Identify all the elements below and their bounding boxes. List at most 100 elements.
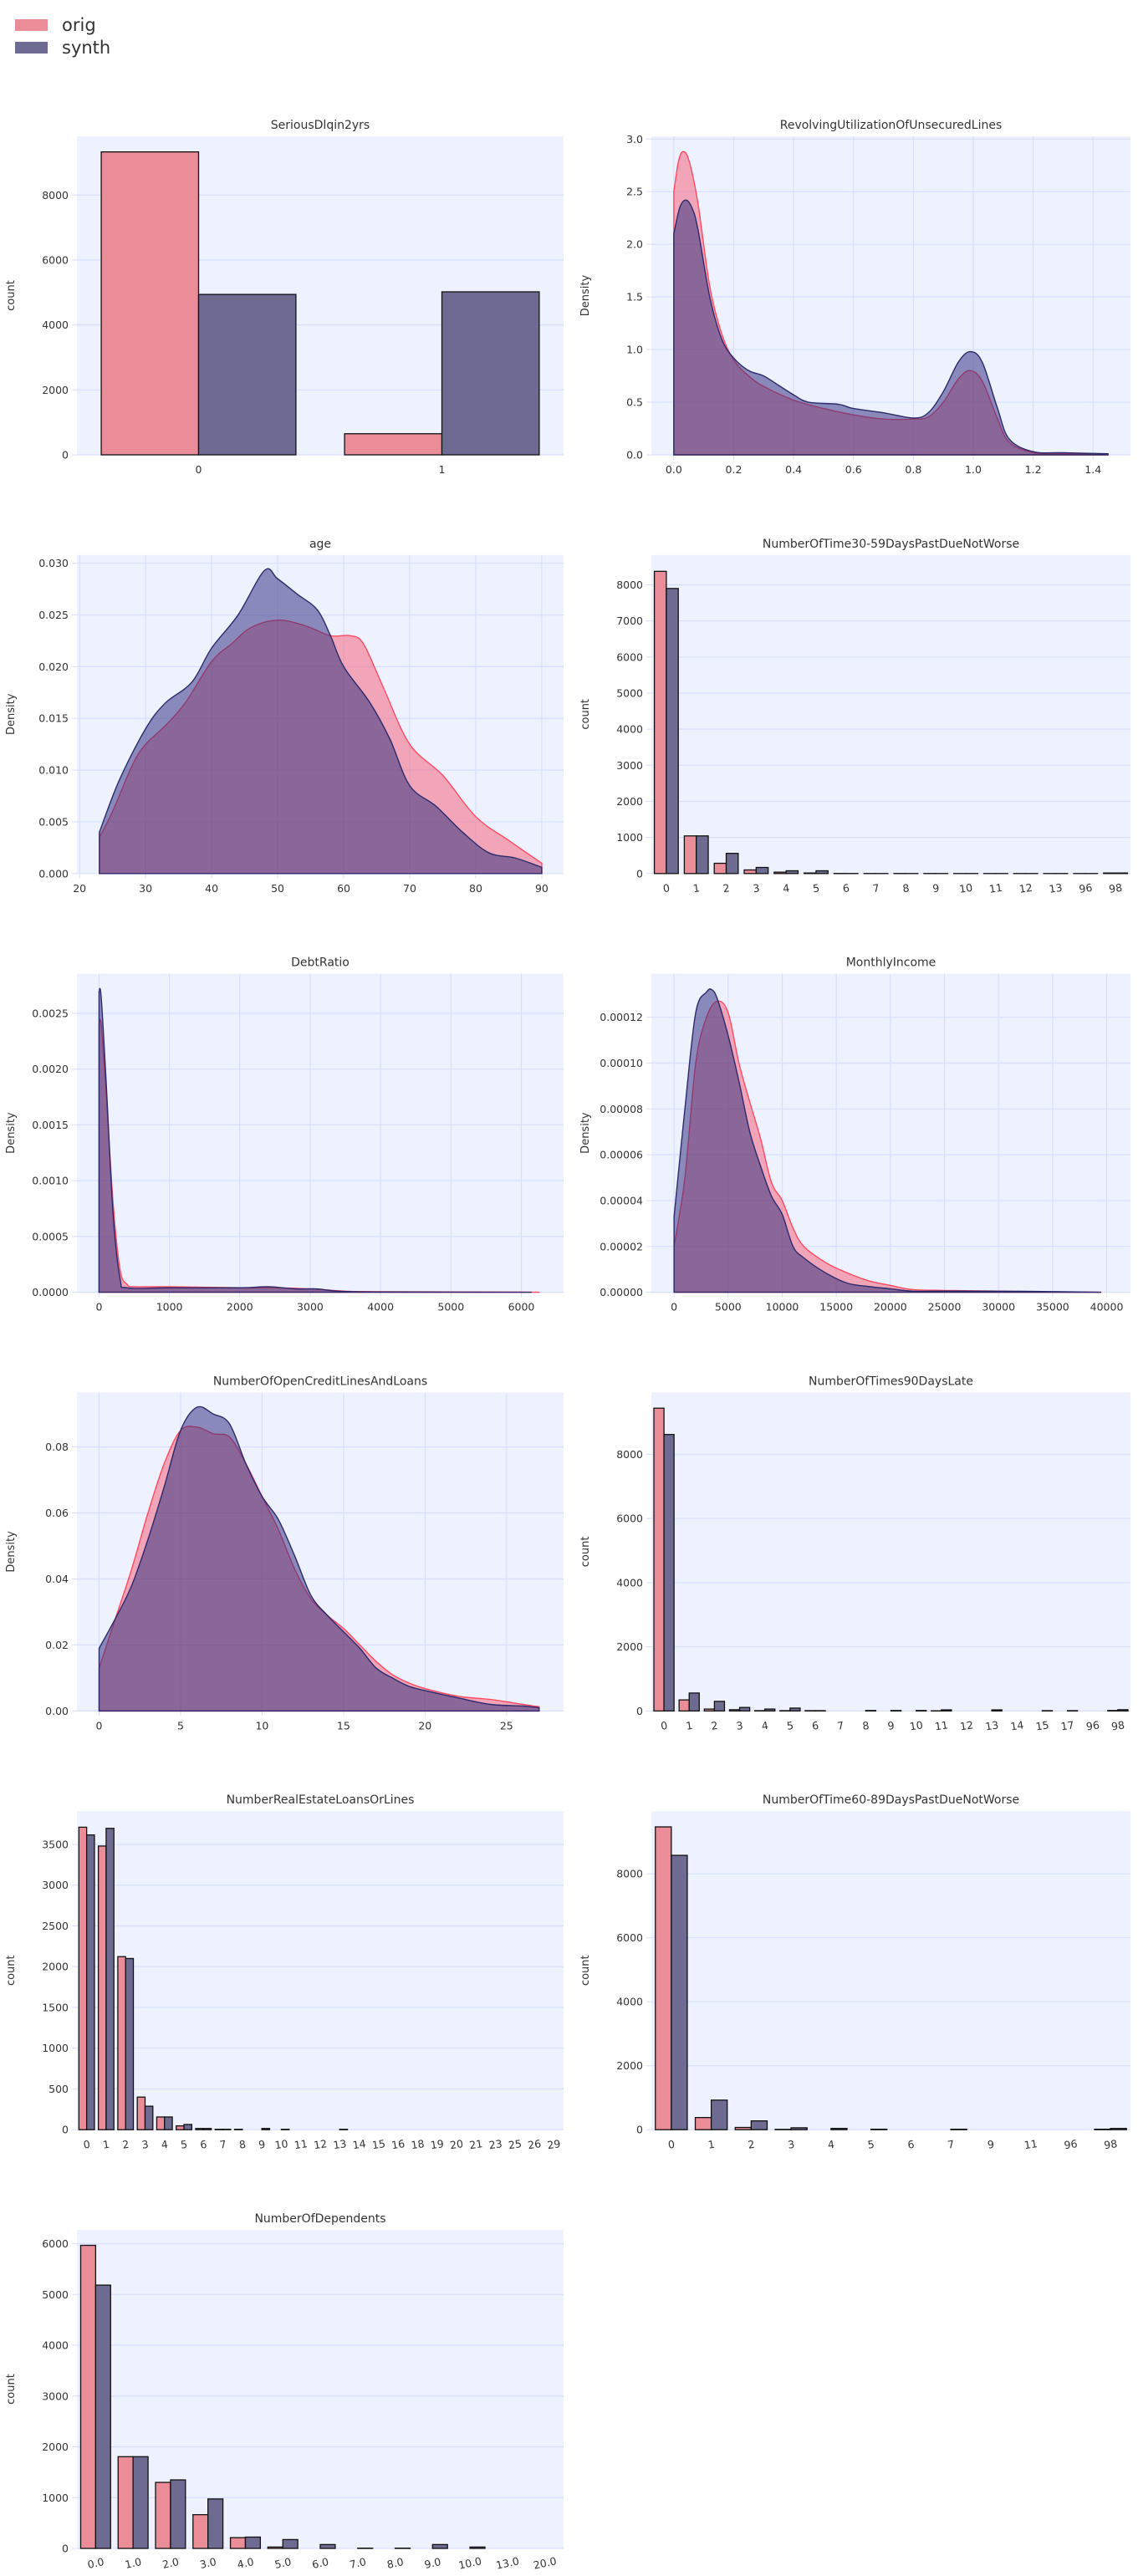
bar-synth-4 — [785, 870, 799, 875]
bar-synth-4 — [164, 2116, 173, 2130]
y-tick-label: 0.030 — [38, 557, 69, 569]
y-axis-label: count — [5, 2374, 18, 2405]
legend-swatch-synth — [15, 41, 48, 54]
chart-title: NumberOfTime60-89DaysPastDueNotWorse — [763, 1793, 1019, 1807]
x-tick-label: 1.2 — [1025, 463, 1042, 476]
x-tick-label: 26 — [527, 2137, 542, 2151]
bar-synth-5 — [789, 1707, 801, 1712]
bar-synth-3 — [144, 2105, 154, 2130]
y-tick-label: 4000 — [42, 319, 69, 331]
plot-area — [651, 554, 1130, 874]
x-tick-label: 0.2 — [726, 463, 743, 476]
y-tick-label: 5000 — [42, 2288, 69, 2301]
density-line-synth — [98, 987, 533, 1293]
density-line-synth — [99, 568, 543, 875]
y-tick-label: 2000 — [616, 795, 643, 808]
bar-synth-4.0 — [244, 2536, 262, 2549]
y-tick-label: 0.0000 — [32, 1286, 69, 1298]
x-tick-label: 20000 — [874, 1301, 907, 1314]
y-tick-label: 2000 — [42, 2441, 69, 2453]
subplot-debtratio: DebtRatio Density 0.0000 0.0005 0.0010 0.0015… — [5, 956, 564, 1314]
chart-title: NumberOfTime30-59DaysPastDueNotWorse — [763, 538, 1019, 551]
y-tick-label: 0.00008 — [600, 1103, 643, 1115]
chart-title: NumberRealEstateLoansOrLines — [227, 1793, 415, 1807]
x-tick-label: 7 — [219, 2138, 227, 2151]
x-tick-label: 9 — [931, 881, 940, 895]
y-tick-label: 2000 — [616, 2059, 643, 2072]
y-tick-label: 3000 — [42, 2390, 69, 2402]
y-tick-label: 4000 — [616, 723, 643, 736]
y-tick-label: 1.0 — [626, 344, 643, 356]
y-tick-label: 3.0 — [626, 133, 643, 145]
y-tick-label: 0.02 — [45, 1639, 69, 1651]
x-tick-label: 6.0 — [311, 2555, 330, 2571]
bar-orig-3 — [728, 1709, 741, 1712]
x-tick-label: 13 — [984, 1718, 999, 1732]
x-tick-label: 0 — [95, 1301, 102, 1314]
plot-area — [651, 1392, 1130, 1711]
y-tick-label: 2000 — [42, 1961, 69, 1973]
y-axis-label: Density — [5, 1112, 18, 1154]
x-tick-label: 20 — [73, 882, 86, 895]
subplot-revolvingutilizationofunsecuredlines: RevolvingUtilizationOfUnsecuredLines Dens… — [579, 119, 1130, 476]
bar-synth-1 — [441, 291, 540, 456]
x-tick-label: 29 — [547, 2137, 562, 2151]
y-tick-label: 1000 — [42, 2492, 69, 2504]
y-tick-label: 6000 — [42, 2237, 69, 2250]
y-tick-label: 1.5 — [626, 291, 643, 304]
x-tick-label: 20.0 — [533, 2554, 558, 2571]
bar-synth-3 — [738, 1706, 751, 1712]
x-tick-label: 9 — [258, 2138, 266, 2151]
x-tick-label: 8 — [238, 2138, 247, 2151]
y-axis-label: count — [579, 1955, 592, 1986]
bar-synth-1 — [710, 2099, 728, 2130]
subplot-monthlyincome: MonthlyIncome Density 0.00000 0.00002 0.0000… — [579, 956, 1130, 1314]
x-tick-label: 12 — [313, 2137, 328, 2151]
x-tick-label: 5 — [786, 1719, 794, 1732]
bar-orig-0.0 — [79, 2244, 97, 2549]
bar-synth-11 — [941, 1709, 952, 1712]
y-tick-label: 8000 — [42, 189, 69, 201]
x-tick-label: 1.0 — [965, 463, 982, 476]
bar-synth-6.0 — [319, 2543, 336, 2549]
x-tick-label: 80 — [469, 882, 482, 895]
x-tick-label: 3 — [787, 2138, 795, 2151]
chart-title: DebtRatio — [291, 956, 350, 970]
bar-orig-3.0 — [192, 2514, 209, 2549]
y-tick-label: 0.020 — [38, 661, 69, 673]
bar-synth-5 — [183, 2124, 193, 2130]
x-tick-label: 0 — [671, 1301, 677, 1314]
y-tick-label: 0.06 — [45, 1507, 69, 1519]
x-tick-label: 0 — [83, 2138, 91, 2151]
bar-orig-0 — [655, 1826, 672, 2130]
x-tick-label: 3 — [141, 2138, 150, 2151]
y-axis-label: count — [579, 1537, 592, 1568]
x-tick-label: 1.4 — [1084, 463, 1101, 476]
legend-item-synth: synth — [15, 36, 110, 59]
x-tick-label: 11 — [988, 881, 1003, 895]
x-tick-label: 10 — [255, 1719, 268, 1732]
x-tick-label: 14 — [352, 2137, 367, 2151]
x-tick-label: 1000 — [156, 1301, 183, 1314]
density-area-synth — [674, 988, 1102, 1293]
bar-synth-2 — [713, 1701, 726, 1712]
y-axis-label: count — [5, 1955, 18, 1986]
bar-orig-1 — [678, 1699, 690, 1712]
x-tick-label: 19 — [430, 2137, 445, 2151]
bar-orig-1 — [344, 433, 443, 456]
x-tick-label: 1.0 — [124, 2555, 143, 2571]
x-tick-label: 16 — [390, 2137, 406, 2151]
x-tick-label: 5000 — [715, 1301, 742, 1314]
chart-title: NumberOfOpenCreditLinesAndLoans — [213, 1375, 427, 1388]
x-tick-label: 40 — [205, 882, 218, 895]
x-tick-label: 3.0 — [199, 2555, 218, 2571]
y-tick-label: 0.08 — [45, 1441, 69, 1453]
bar-synth-1 — [105, 1828, 115, 2130]
y-tick-label: 0.0005 — [32, 1230, 69, 1242]
density-area-synth — [99, 569, 542, 874]
bar-orig-98 — [1103, 872, 1116, 875]
bar-synth-98 — [1115, 872, 1129, 875]
x-tick-label: 0 — [96, 1719, 103, 1732]
y-tick-label: 4000 — [616, 1996, 643, 2008]
